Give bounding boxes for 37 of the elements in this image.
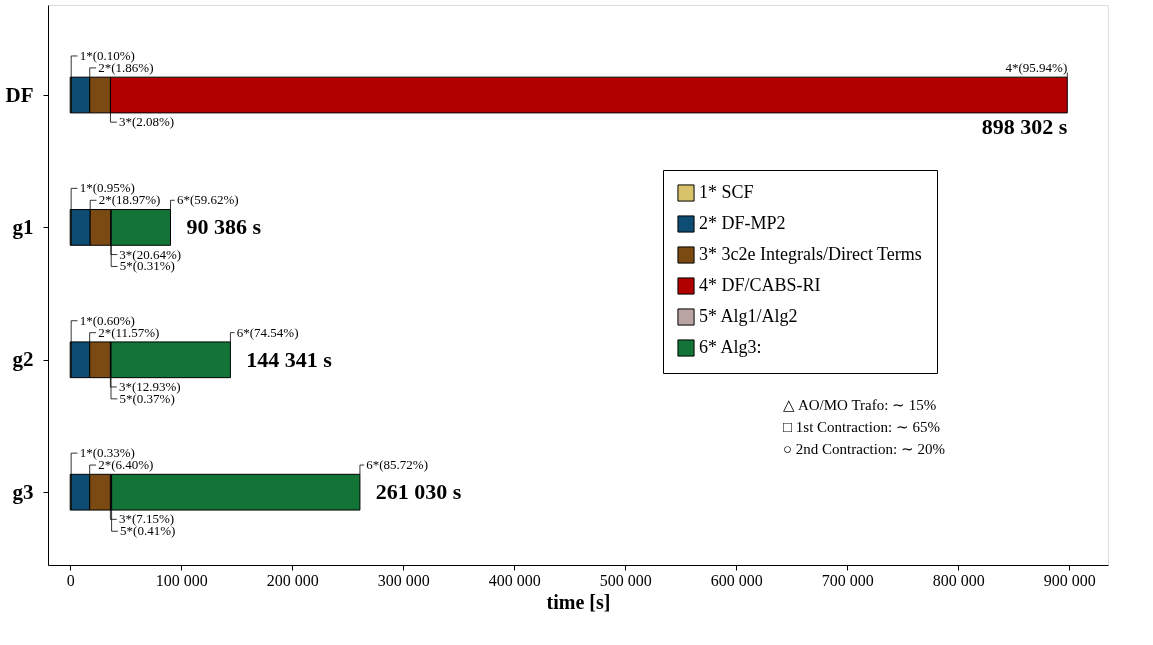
x-tick-label: 700 000 — [821, 571, 874, 589]
y-tick-label: DF — [5, 82, 34, 107]
annotation: 3*(7.15%) — [118, 511, 175, 527]
x-tick-label: 100 000 — [155, 571, 208, 589]
annotation: 6*(59.62%) — [176, 192, 239, 208]
total-label: 261 030 s — [375, 479, 462, 505]
total-label: 90 386 s — [186, 214, 262, 240]
x-tick-label: 0 — [66, 571, 75, 589]
legend-label: 4* DF/CABS-RI — [699, 275, 821, 295]
annotation: □ 1st Contraction: ∼ 65% — [783, 419, 941, 435]
x-tick-label: 300 000 — [377, 571, 430, 589]
x-tick-label: 800 000 — [932, 571, 985, 589]
x-tick-label: 600 000 — [710, 571, 763, 589]
annotation: 1*(0.33%) — [79, 445, 135, 461]
annotation: △ AO/MO Trafo: ∼ 15% — [783, 397, 937, 413]
x-axis-title: time [s] — [546, 590, 611, 613]
x-tick-label: 900 000 — [1043, 571, 1096, 589]
y-tick-label: g3 — [12, 479, 34, 504]
annotation: 1*(0.95%) — [79, 180, 135, 196]
legend-label: 1* SCF — [699, 182, 754, 202]
total-label: 144 341 s — [246, 346, 333, 372]
y-tick-label: g1 — [12, 214, 34, 239]
annotation: 4*(95.94%) — [1005, 59, 1068, 75]
legend-label: 2* DF-MP2 — [699, 213, 786, 233]
legend-label: 5* Alg1/Alg2 — [699, 306, 798, 326]
legend-label: 3* 3c2e Integrals/Direct Terms — [699, 244, 922, 264]
annotation: 6*(74.54%) — [236, 324, 299, 340]
legend-label: 6* Alg3: — [699, 337, 762, 357]
annotation: 6*(85.72%) — [366, 457, 429, 473]
x-tick-label: 200 000 — [266, 571, 319, 589]
annotation: ○ 2nd Contraction: ∼ 20% — [783, 441, 946, 457]
total-label: 898 302 s — [981, 114, 1068, 140]
x-tick-label: 400 000 — [488, 571, 541, 589]
annotation: 3*(2.08%) — [118, 114, 175, 130]
x-tick-label: 500 000 — [599, 571, 652, 589]
annotation: 3*(20.64%) — [119, 246, 182, 262]
y-tick-label: g2 — [12, 347, 34, 372]
